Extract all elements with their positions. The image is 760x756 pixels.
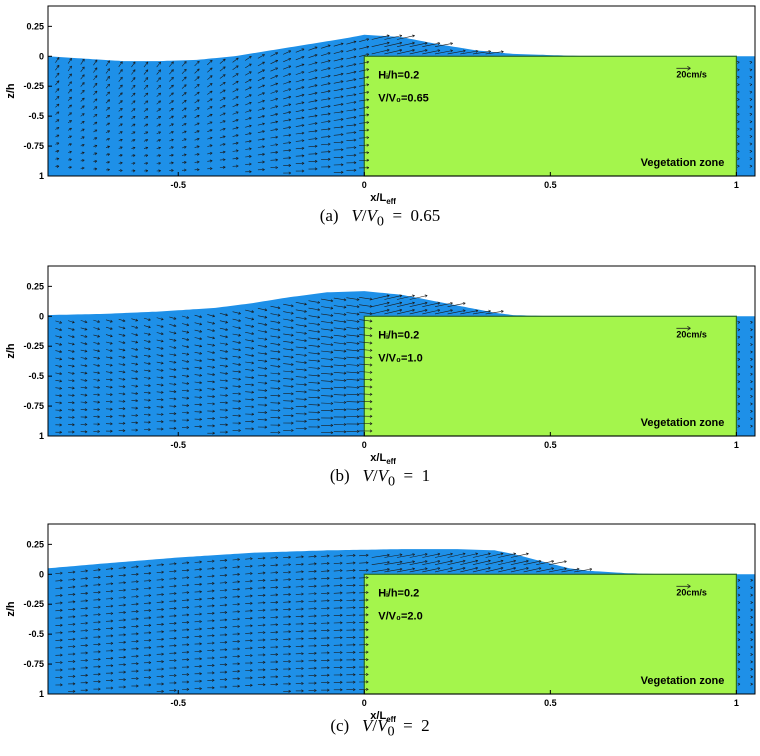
wave-height-label: Hᵢ/h=0.2: [378, 587, 419, 599]
velocity-ratio-label: V/V₀=2.0: [378, 610, 422, 622]
x-tick-label: -0.5: [170, 440, 186, 450]
y-tick-label: -0.75: [23, 659, 44, 669]
y-tick-label: 0: [39, 311, 44, 321]
x-tick-label: 0.5: [544, 180, 557, 190]
x-axis-label-sub: eff: [386, 197, 396, 206]
x-axis-label-sub: eff: [386, 457, 396, 466]
x-axis-label: x/Leff: [370, 192, 396, 206]
y-tick-label: 1: [39, 171, 44, 181]
y-tick-label: -0.75: [23, 141, 44, 151]
y-tick-label: -0.5: [28, 111, 44, 121]
wave-height-label: Hᵢ/h=0.2: [378, 329, 419, 341]
vegetation-zone-label: Vegetation zone: [641, 417, 725, 429]
y-tick-label: 0: [39, 51, 44, 61]
y-tick-label: 0.25: [26, 539, 44, 549]
caption-b: (b) V/V0 = 1: [0, 466, 760, 490]
scale-label: 20cm/s: [676, 329, 707, 339]
x-tick-label: 0: [362, 180, 367, 190]
y-tick-label: -0.5: [28, 629, 44, 639]
panel-b: 0.25 0 -0.25 -0.5 -0.75 1 -0.5 0 0.5 1 z/h x/Leff Hᵢ…: [0, 260, 760, 498]
velocity-ratio-label: V/V₀=1.0: [378, 352, 422, 364]
y-tick-label: -0.75: [23, 401, 44, 411]
x-tick-label: 1: [734, 698, 739, 708]
y-axis-label: z/h: [5, 83, 17, 99]
y-tick-label: -0.25: [23, 599, 44, 609]
vector-plot-b: 0.25 0 -0.25 -0.5 -0.75 1 -0.5 0 0.5 1 z/h x/Leff Hᵢ…: [0, 260, 760, 465]
velocity-ratio-label: V/V₀=0.65: [378, 92, 429, 104]
y-tick-label: 0.25: [26, 21, 44, 31]
x-tick-label: 0: [362, 698, 367, 708]
scale-label: 20cm/s: [676, 69, 707, 79]
scale-label: 20cm/s: [676, 587, 707, 597]
y-tick-label: 1: [39, 431, 44, 441]
vector-plot-a: 0.25 0 -0.25 -0.5 -0.75 1 -0.5 0 0.5 1 z/h x/Leff Hᵢ…: [0, 0, 760, 205]
panel-a: 0.25 0 -0.25 -0.5 -0.75 1 -0.5 0 0.5 1 z/h x/Leff Hᵢ…: [0, 0, 760, 238]
wave-height-label: Hᵢ/h=0.2: [378, 69, 419, 81]
y-tick-label: 0.25: [26, 281, 44, 291]
vegetation-zone-label: Vegetation zone: [641, 157, 725, 169]
x-tick-label: 0: [362, 440, 367, 450]
caption-c: (c) V/V0 = 2: [0, 716, 760, 740]
y-axis-label: z/h: [5, 343, 17, 359]
x-tick-label: -0.5: [170, 698, 186, 708]
y-tick-label: -0.5: [28, 371, 44, 381]
y-tick-label: 0: [39, 569, 44, 579]
y-tick-label: 1: [39, 689, 44, 699]
x-tick-label: 1: [734, 440, 739, 450]
y-axis-label: z/h: [5, 601, 17, 617]
x-tick-label: -0.5: [170, 180, 186, 190]
x-tick-label: 0.5: [544, 440, 557, 450]
x-axis-label: x/Leff: [370, 452, 396, 466]
y-tick-label: -0.25: [23, 81, 44, 91]
vegetation-zone-label: Vegetation zone: [641, 675, 725, 687]
y-tick-label: -0.25: [23, 341, 44, 351]
caption-a: (a) V/V0 = 0.65: [0, 206, 760, 230]
x-tick-label: 1: [734, 180, 739, 190]
x-tick-label: 0.5: [544, 698, 557, 708]
